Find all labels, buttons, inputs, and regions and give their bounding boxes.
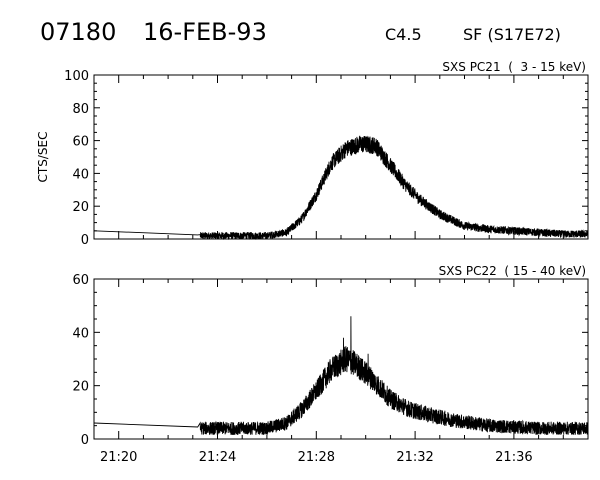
flare-location: SF (S17E72) [463,25,561,44]
chart-panel-pc22: SXS PC22 ( 15 - 40 keV) 0 20 40 60 21:20 21:2… [72,264,589,465]
count-rate-trace [93,135,589,241]
y-tick-label: 40 [72,326,89,341]
y-tick-label: 100 [64,69,89,84]
event-id: 07180 [40,18,116,46]
event-date: 16-FEB-93 [143,18,267,46]
y-tick-label: 60 [72,273,89,288]
y-axis-label: CTS/SEC [36,132,50,183]
x-tick-label: 21:32 [396,450,433,465]
y-tick-label: 60 [72,135,89,150]
panel-title-pc22: SXS PC22 ( 15 - 40 keV) [439,264,586,278]
x-tick-label: 21:28 [298,450,335,465]
panel-title-pc21: SXS PC21 ( 3 - 15 keV) [442,60,586,74]
y-tick-label: 0 [81,233,89,248]
goes-class: C4.5 [385,25,422,44]
y-tick-label: 80 [72,102,89,117]
y-tick-label: 40 [72,167,89,182]
y-tick-label: 20 [72,380,89,395]
y-tick-label: 20 [72,200,89,215]
x-tick-label: 21:24 [199,450,236,465]
chart-panel-pc21: SXS PC21 ( 3 - 15 keV) CTS/SEC 0 20 40 60 80… [36,60,589,248]
x-tick-label: 21:20 [100,450,137,465]
y-tick-label: 0 [81,433,89,448]
count-rate-trace [93,316,589,435]
x-tick-label: 21:36 [495,450,532,465]
